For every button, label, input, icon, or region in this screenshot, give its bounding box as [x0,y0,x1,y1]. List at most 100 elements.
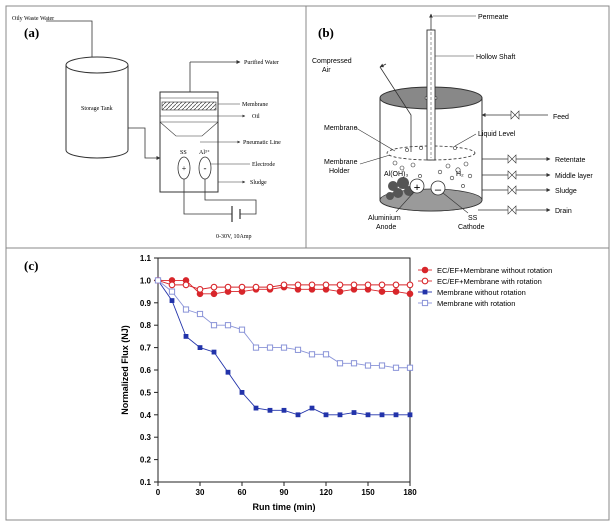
data-point [308,351,316,358]
data-point [350,281,358,289]
h2-label: H₂ [456,171,464,178]
legend-marker [422,289,428,295]
data-point [407,412,413,418]
hollow-shaft-label: Hollow Shaft [476,54,515,61]
cathode-pointer [442,192,469,214]
x-tick-label: 90 [280,488,289,497]
y-tick-label: 0.2 [140,456,152,465]
anode-plus: + [414,180,421,194]
wire-positive [204,179,257,215]
y-tick-label: 0.3 [140,433,152,442]
data-point [322,351,330,358]
membrane-holder-pointer [359,154,391,165]
legend: EC/EF+Membrane without rotation EC/EF+Mem… [418,266,552,308]
data-point [183,334,189,339]
panel-b: (b) + – Permeate [305,5,610,249]
data-point [336,360,344,367]
membrane-label: Membrane [242,102,268,108]
data-point [309,405,315,411]
purified-water-label: Purified Water [244,59,279,66]
panel-c: (c) 0.1 0.2 0.3 0.4 0.5 0.6 0.7 0.8 0.9 1.0 1.1 0 30… [5,247,610,521]
permeate-label: Permeate [478,14,508,21]
data-point [182,306,190,313]
data-point [406,281,414,289]
data-point [239,390,245,395]
data-point [392,288,400,295]
y-tick-label: 0.9 [140,299,152,308]
membrane-pointer [355,127,396,152]
x-tick-label: 180 [403,488,417,497]
data-point [154,277,162,284]
membrane-holder-label-2: Holder [329,168,350,175]
hollow-shaft [426,29,436,161]
panel-a: (a) Oily Waste Water Storage Tank + - SS… [5,5,307,249]
x-tick-label: 120 [319,488,333,497]
series-4 [154,277,414,371]
power-supply-label: 0-30V, 10Amp [216,234,252,240]
data-point [378,288,386,295]
data-point [266,283,274,291]
legend-item: EC/EF+Membrane without rotation [418,266,552,275]
data-point [280,344,288,351]
y-tick-label: 0.8 [140,321,152,330]
data-point [267,407,273,413]
compressed-air-label-2: Air [322,67,331,74]
sludge-blobs [386,177,414,200]
data-point [281,407,287,413]
membrane-holder-label: Membrane [324,159,358,166]
retentate-label: Retentate [555,157,585,164]
aluminium-anode-label: Aluminium [368,215,401,222]
data-point [168,281,176,289]
data-point [252,344,260,351]
liquid-level-label: Liquid Level [478,131,516,138]
data-point [323,412,329,418]
y-tick-label: 0.1 [140,478,152,487]
outlet-retentate: Retentate [482,154,585,164]
data-point [378,281,386,289]
data-point [364,281,372,289]
data-point [337,412,343,418]
data-point [365,412,371,418]
data-point [238,326,246,333]
data-point [364,362,372,369]
legend-label: EC/EF+Membrane without rotation [437,266,552,275]
series-3 [155,278,413,418]
outlet-middle-layer: Middle layer [482,170,593,180]
data-point [266,344,274,351]
storage-tank-label: Storage Tank [81,106,113,112]
legend-marker [421,266,429,274]
flux-chart: 0.1 0.2 0.3 0.4 0.5 0.6 0.7 0.8 0.9 1.0 1.1 0 30 60 90… [120,254,552,512]
y-tick-label: 1.0 [140,276,152,285]
x-tick-label: 0 [156,488,161,497]
data-point [210,290,218,298]
oily-waste-water-label: Oily Waste Water [12,16,54,22]
data-point [196,310,204,318]
drain-label: Drain [555,208,572,215]
x-axis-label: Run time (min) [253,502,316,512]
data-point [280,281,288,289]
sludge-label: Sludge [555,188,577,195]
storage-tank: Storage Tank [65,56,129,159]
y-tick-label: 1.1 [140,254,152,263]
data-point [238,283,246,291]
data-point [211,349,217,355]
data-point [336,281,344,289]
minus-sign: - [204,163,207,173]
ss-cathode-label: SS [468,215,478,222]
legend-item: Membrane with rotation [418,299,515,308]
compressed-air-label: Compressed [312,58,352,65]
al-label: Al³⁺ [199,149,210,156]
legend-item: Membrane without rotation [418,288,526,297]
liquid-level-pointer [454,133,477,147]
panel-a-frame [5,5,307,249]
feed-label: Feed [553,114,569,121]
x-tick-label: 60 [238,488,247,497]
legend-item: EC/EF+Membrane with rotation [418,277,542,286]
ss-label: SS [180,150,187,156]
data-point [210,283,218,291]
data-point [253,405,259,411]
data-point [392,281,400,289]
air-line [379,66,412,152]
